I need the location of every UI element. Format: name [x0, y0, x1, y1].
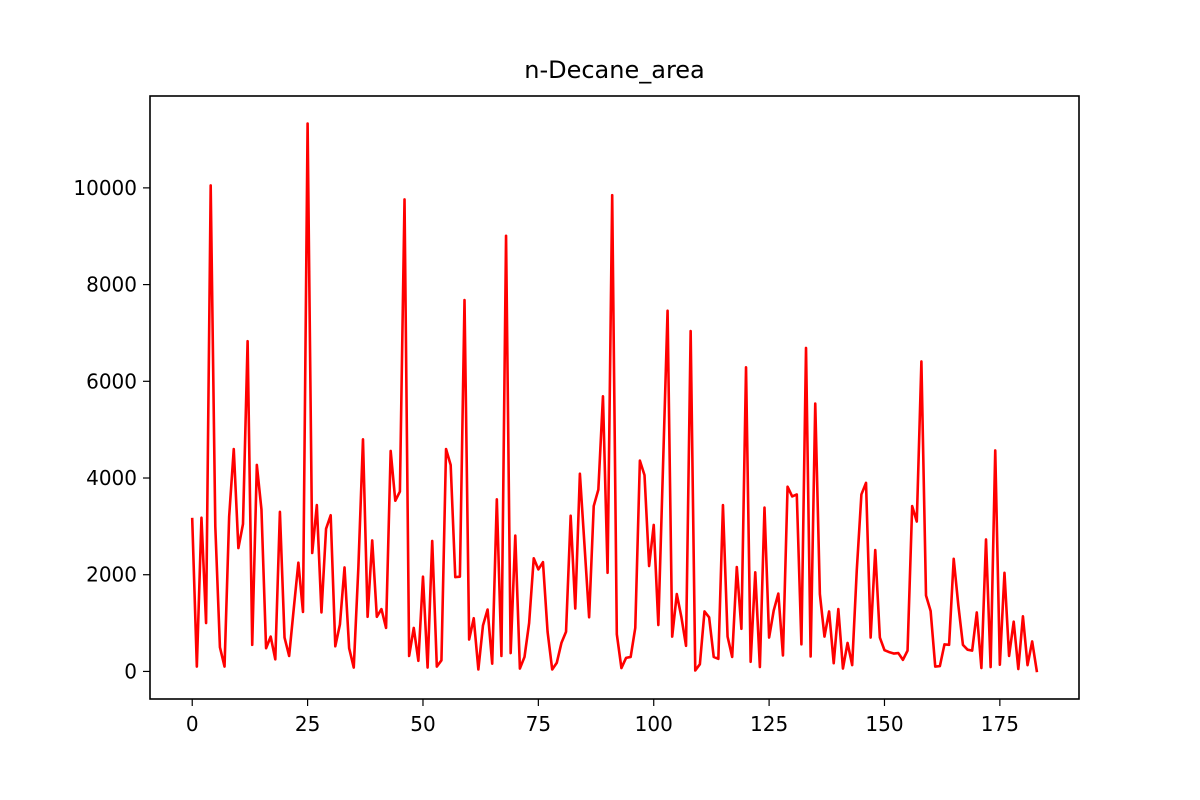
y-tick-label: 8000	[86, 273, 137, 297]
y-tick-label: 10000	[73, 176, 137, 200]
plot-frame	[149, 95, 1080, 700]
y-axis: 0 2000 4000 6000 8000 10000	[73, 176, 150, 683]
x-tick-label: 100	[635, 712, 673, 736]
x-tick-label: 125	[750, 712, 788, 736]
y-tick-label: 2000	[86, 563, 137, 587]
series-layer	[190, 122, 1039, 673]
x-tick-label: 0	[186, 712, 199, 736]
x-tick-label: 150	[865, 712, 903, 736]
y-tick-label: 6000	[86, 369, 137, 393]
y-tick-label: 4000	[86, 466, 137, 490]
y-tick-label: 0	[124, 659, 137, 683]
chart-title: n-Decane_area	[524, 56, 705, 84]
x-tick-label: 25	[295, 712, 320, 736]
series-line	[190, 122, 1039, 673]
x-tick-label: 50	[410, 712, 435, 736]
x-tick-label: 75	[526, 712, 551, 736]
x-axis: 0 25 50 75 100 125 150 175	[186, 699, 1019, 736]
x-tick-label: 175	[981, 712, 1019, 736]
